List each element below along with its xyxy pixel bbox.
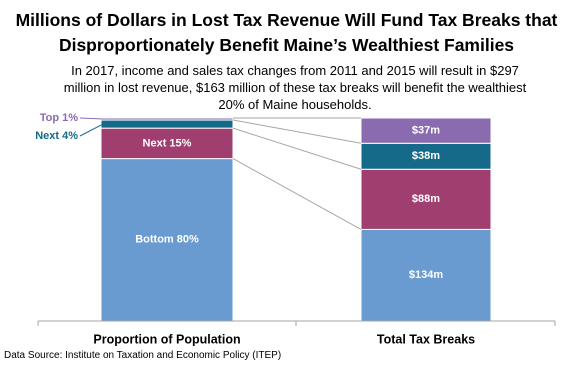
chart-subtitle: In 2017, income and sales tax changes fr… <box>63 63 527 112</box>
bar-segment <box>360 117 492 144</box>
x-tick-label: Proportion of Population <box>93 332 240 346</box>
data-label: $37m <box>412 125 440 137</box>
leader-line <box>79 117 104 120</box>
segment-label: Next 15% <box>143 137 192 149</box>
data-label: $88m <box>412 193 440 205</box>
x-tick-label: Total Tax Breaks <box>377 332 475 346</box>
data-source: Data Source: Institute on Taxation and E… <box>4 350 282 361</box>
bar-segment <box>360 142 492 170</box>
connector-line <box>232 127 362 170</box>
connector-line <box>232 119 362 144</box>
bar-segment <box>100 117 234 121</box>
bar-segment <box>360 228 492 322</box>
segment-label: Top 1% <box>40 112 79 124</box>
segment-label: Bottom 80% <box>135 234 199 246</box>
bar-segment <box>360 168 492 230</box>
chart-title: Millions of Dollars in Lost Tax Revenue … <box>15 10 558 55</box>
segment-label: Next 4% <box>35 130 78 142</box>
connector-line <box>232 158 362 230</box>
leader-line <box>79 123 104 137</box>
bar-segment <box>100 119 234 129</box>
data-label: $134m <box>409 269 443 281</box>
data-label: $38m <box>412 150 440 162</box>
